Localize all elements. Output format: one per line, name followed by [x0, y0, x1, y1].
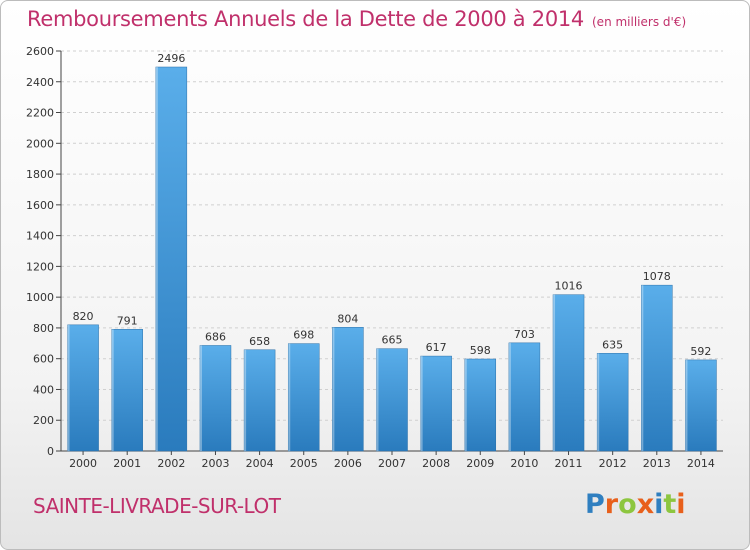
data-label: 2496 — [157, 52, 185, 65]
data-label: 617 — [426, 341, 447, 354]
y-tick-label: 1400 — [26, 230, 54, 243]
bar-highlight — [155, 67, 158, 451]
x-tick-label: 2008 — [422, 457, 450, 470]
logo-letter: i — [654, 489, 664, 520]
bar-highlight — [376, 348, 379, 451]
data-label: 1016 — [555, 280, 583, 293]
x-tick-label: 2004 — [246, 457, 274, 470]
bar-highlight — [685, 359, 688, 451]
data-label: 791 — [117, 314, 138, 327]
x-tick-label: 2003 — [201, 457, 229, 470]
bar-highlight — [597, 353, 600, 451]
data-label: 820 — [73, 310, 94, 323]
bar-highlight — [420, 356, 423, 451]
y-tick-label: 800 — [33, 322, 54, 335]
data-label: 592 — [690, 345, 711, 358]
x-tick-label: 2007 — [378, 457, 406, 470]
y-tick-label: 1000 — [26, 291, 54, 304]
y-tick-label: 2600 — [26, 45, 54, 58]
logo-letter: t — [663, 489, 677, 520]
bar — [508, 342, 541, 452]
bar-highlight — [199, 345, 202, 451]
bar — [243, 349, 276, 452]
y-tick-label: 1200 — [26, 260, 54, 273]
x-tick-label: 2012 — [599, 457, 627, 470]
x-tick-label: 2005 — [290, 457, 318, 470]
logo-letter: r — [604, 489, 619, 520]
chart-title: Remboursements Annuels de la Dette de 20… — [27, 7, 584, 31]
bar-highlight — [641, 285, 644, 451]
bar — [287, 343, 320, 452]
bar — [155, 66, 188, 452]
data-label: 1078 — [643, 270, 671, 283]
x-tick-label: 2010 — [510, 457, 538, 470]
data-label: 703 — [514, 328, 535, 341]
data-label: 686 — [205, 330, 226, 343]
data-label: 658 — [249, 335, 270, 348]
logo-letter: P — [585, 489, 605, 520]
y-tick-label: 1800 — [26, 168, 54, 181]
unit-note: (en milliers d'€) — [592, 15, 687, 29]
y-tick-label: 0 — [47, 445, 54, 458]
x-tick-label: 2000 — [69, 457, 97, 470]
logo-letter: x — [636, 489, 655, 520]
x-tick-label: 2006 — [334, 457, 362, 470]
bar — [111, 329, 143, 452]
y-tick-label: 400 — [33, 383, 54, 396]
bar — [596, 353, 629, 452]
y-tick-label: 2000 — [26, 137, 54, 150]
bars — [67, 66, 717, 452]
bar-highlight — [332, 327, 335, 451]
bar-highlight — [464, 359, 467, 451]
bar — [464, 358, 497, 452]
x-tick-label: 2001 — [113, 457, 141, 470]
bar — [376, 348, 408, 452]
logo-letter: i — [676, 489, 686, 520]
bar-highlight — [67, 324, 70, 451]
y-tick-label: 200 — [33, 414, 54, 427]
y-tick-label: 2400 — [26, 76, 54, 89]
bar-highlight — [244, 349, 247, 451]
data-label: 665 — [382, 334, 403, 347]
x-tick-label: 2009 — [466, 457, 494, 470]
chart-title-block: Remboursements Annuels de la Dette de 20… — [27, 7, 686, 31]
data-labels: 820 791 2496 686 658 698 804 665 617 598 703 1016 63… — [73, 52, 712, 358]
bar — [685, 359, 717, 452]
bar — [552, 294, 585, 452]
bar-highlight — [288, 343, 291, 451]
logo-letter: o — [618, 489, 637, 520]
bar — [420, 355, 452, 452]
y-tick-label: 2200 — [26, 107, 54, 120]
data-label: 635 — [602, 338, 623, 351]
y-tick-label: 600 — [33, 353, 54, 366]
bar-highlight — [508, 342, 511, 451]
proxiti-logo[interactable]: Proxiti — [585, 489, 686, 520]
data-label: 598 — [470, 344, 491, 357]
bar — [199, 345, 232, 452]
bar — [67, 324, 99, 452]
x-tick-label: 2011 — [555, 457, 583, 470]
city-name: SAINTE-LIVRADE-SUR-LOT — [33, 494, 281, 518]
x-tick-label: 2013 — [643, 457, 671, 470]
bar-highlight — [553, 294, 556, 451]
bar — [332, 327, 364, 452]
y-tick-label: 1600 — [26, 199, 54, 212]
x-tick-label: 2002 — [157, 457, 185, 470]
bar-highlight — [111, 329, 114, 451]
bar — [641, 284, 673, 452]
data-label: 698 — [293, 329, 314, 342]
data-label: 804 — [337, 312, 358, 325]
x-tick-label: 2014 — [687, 457, 715, 470]
